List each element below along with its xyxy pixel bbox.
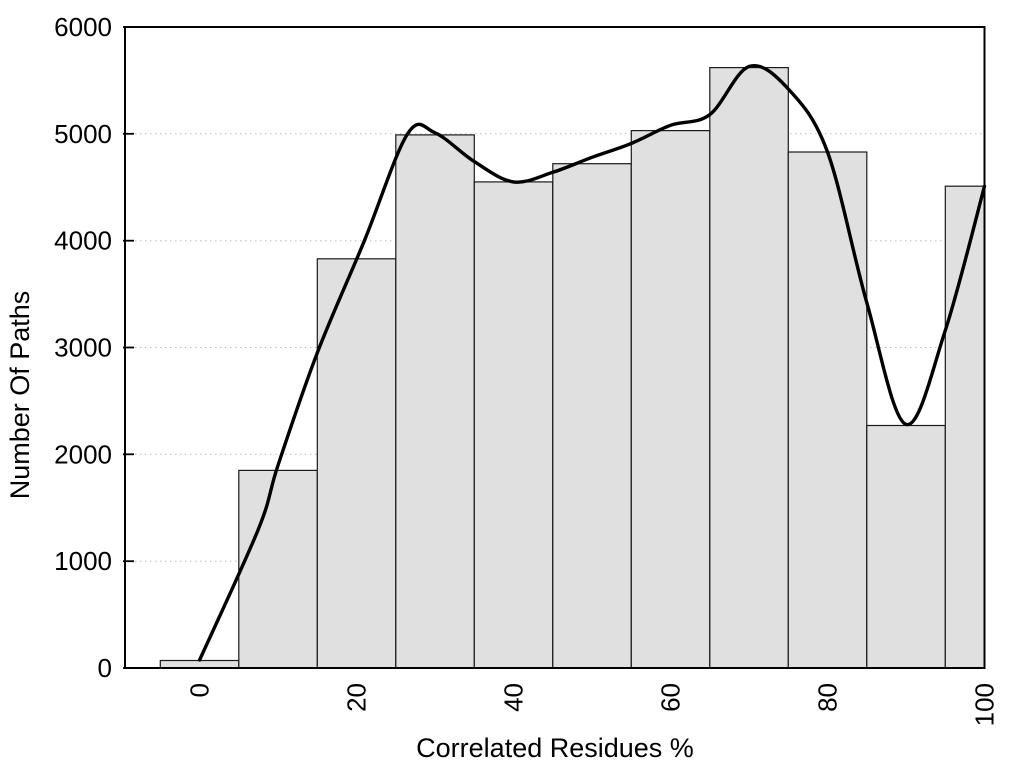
y-tick-labels-layer: 0 1000 2000 3000 4000 5000 6000	[54, 12, 112, 683]
y-tick-label: 1000	[54, 546, 112, 576]
x-tick-label: 80	[813, 683, 843, 712]
y-ticks-layer	[123, 26, 134, 669]
histogram-bar	[473, 181, 554, 669]
trend-curve	[197, 63, 987, 662]
histogram-bar	[395, 134, 475, 669]
histogram-bar	[238, 469, 318, 669]
y-axis-title: Number Of Paths	[5, 291, 35, 500]
x-tick-label: 100	[970, 683, 1000, 726]
y-tick-label: 3000	[54, 333, 112, 363]
histogram-bar	[552, 163, 632, 669]
y-tick-label: 6000	[54, 12, 112, 42]
y-tick-label: 2000	[54, 439, 112, 469]
y-tick-label: 5000	[54, 119, 112, 149]
y-tick-label: 4000	[54, 226, 112, 256]
histogram-bar	[316, 258, 397, 669]
x-axis-title: Correlated Residues %	[416, 733, 694, 763]
x-tick-labels-layer: 0 20 40 60 80 100	[185, 683, 1000, 726]
histogram-bar	[787, 151, 868, 669]
histogram-bar	[866, 424, 946, 669]
x-tick-label: 20	[342, 683, 372, 712]
x-tick-label: 60	[656, 683, 686, 712]
histogram-bar	[709, 66, 789, 669]
histogram-bar	[630, 130, 711, 669]
x-tick-label: 40	[499, 683, 529, 712]
x-tick-label: 0	[185, 683, 215, 697]
y-tick-label: 0	[98, 653, 112, 683]
histogram-bars-layer	[159, 66, 986, 669]
